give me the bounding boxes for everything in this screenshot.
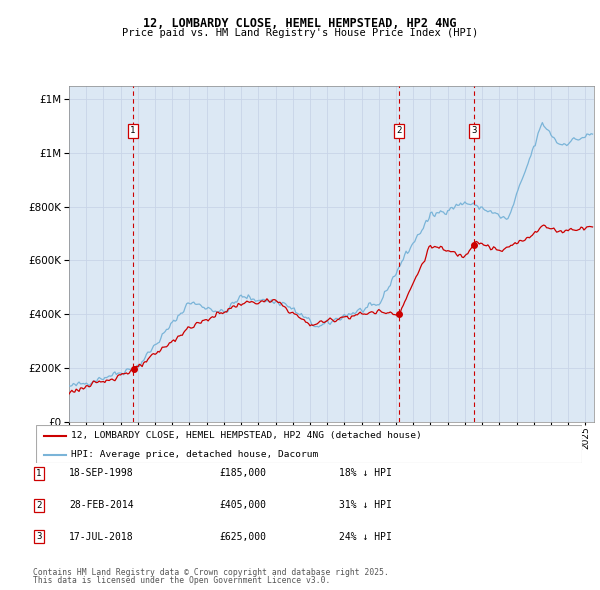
Text: 1: 1 bbox=[37, 468, 41, 478]
Text: 18% ↓ HPI: 18% ↓ HPI bbox=[339, 468, 392, 478]
Text: 31% ↓ HPI: 31% ↓ HPI bbox=[339, 500, 392, 510]
Text: £185,000: £185,000 bbox=[219, 468, 266, 478]
Text: 3: 3 bbox=[472, 126, 477, 136]
Text: 12, LOMBARDY CLOSE, HEMEL HEMPSTEAD, HP2 4NG: 12, LOMBARDY CLOSE, HEMEL HEMPSTEAD, HP2… bbox=[143, 17, 457, 30]
Text: £625,000: £625,000 bbox=[219, 532, 266, 542]
Text: Contains HM Land Registry data © Crown copyright and database right 2025.: Contains HM Land Registry data © Crown c… bbox=[33, 568, 389, 577]
Text: 28-FEB-2014: 28-FEB-2014 bbox=[69, 500, 134, 510]
Text: Price paid vs. HM Land Registry's House Price Index (HPI): Price paid vs. HM Land Registry's House … bbox=[122, 28, 478, 38]
Text: 2: 2 bbox=[396, 126, 401, 136]
Text: 2: 2 bbox=[37, 500, 41, 510]
Text: HPI: Average price, detached house, Dacorum: HPI: Average price, detached house, Daco… bbox=[71, 450, 319, 459]
Text: £405,000: £405,000 bbox=[219, 500, 266, 510]
Text: 12, LOMBARDY CLOSE, HEMEL HEMPSTEAD, HP2 4NG (detached house): 12, LOMBARDY CLOSE, HEMEL HEMPSTEAD, HP2… bbox=[71, 431, 422, 440]
Text: 1: 1 bbox=[130, 126, 136, 136]
Text: 17-JUL-2018: 17-JUL-2018 bbox=[69, 532, 134, 542]
Text: 24% ↓ HPI: 24% ↓ HPI bbox=[339, 532, 392, 542]
Text: 18-SEP-1998: 18-SEP-1998 bbox=[69, 468, 134, 478]
Text: This data is licensed under the Open Government Licence v3.0.: This data is licensed under the Open Gov… bbox=[33, 576, 331, 585]
Text: 3: 3 bbox=[37, 532, 41, 542]
